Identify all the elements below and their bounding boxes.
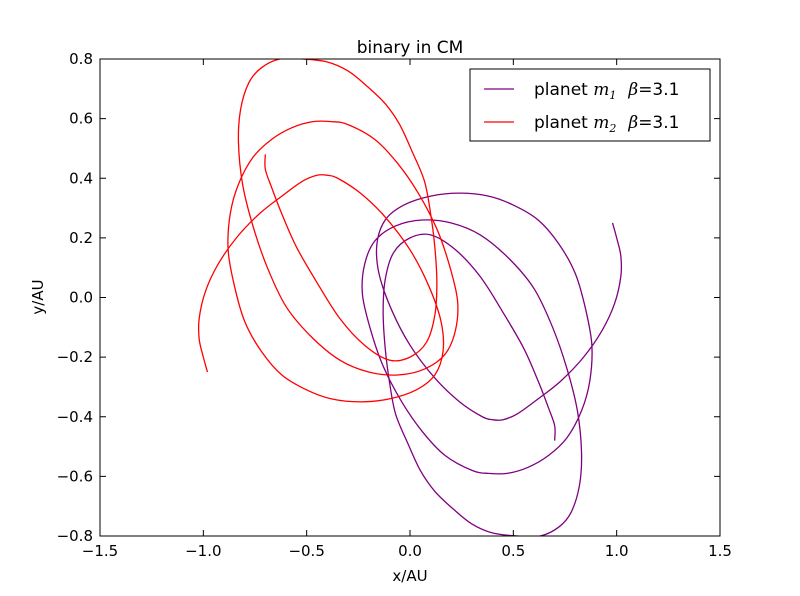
legend-box	[469, 68, 711, 142]
series-line-planet-m1	[361, 192, 623, 536]
chart-title: binary in CM	[357, 38, 464, 58]
x-tick-label: 1.0	[605, 542, 629, 560]
y-tick-label: 0.0	[69, 289, 93, 307]
y-tick-label: 0.2	[69, 229, 93, 247]
x-tick-label: 0.5	[501, 542, 525, 560]
y-tick-label: 0.4	[69, 169, 93, 187]
legend-label-planet-m2: planet m2 β=3.1	[534, 113, 679, 135]
y-tick-label: 0.6	[69, 110, 93, 128]
x-axis-label: x/AU	[392, 567, 427, 585]
x-tick-label: −1.0	[185, 542, 221, 560]
x-tick-label: 0.0	[398, 542, 422, 560]
x-tick-label: 1.5	[708, 542, 732, 560]
plot-area	[197, 59, 623, 536]
y-tick-label: 0.8	[69, 50, 93, 68]
series-line-planet-m2	[197, 59, 459, 403]
legend-label-planet-m1: planet m1 β=3.1	[534, 80, 679, 102]
legend: planet m1 β=3.1 planet m2 β=3.1	[469, 68, 711, 142]
y-tick-label: −0.4	[57, 408, 93, 426]
y-tick-label: −0.2	[57, 348, 93, 366]
y-axis-label: y/AU	[29, 279, 47, 314]
y-tick-label: −0.8	[57, 527, 93, 545]
axis-ticks: −1.5 −1.0 −0.5 0.0 0.5 1.0 1.5 −0.8 −0.6 −0.4 −0.2…	[57, 50, 732, 560]
x-tick-label: −0.5	[288, 542, 324, 560]
y-tick-label: −0.6	[57, 467, 93, 485]
x-tick-label: −1.5	[82, 542, 118, 560]
